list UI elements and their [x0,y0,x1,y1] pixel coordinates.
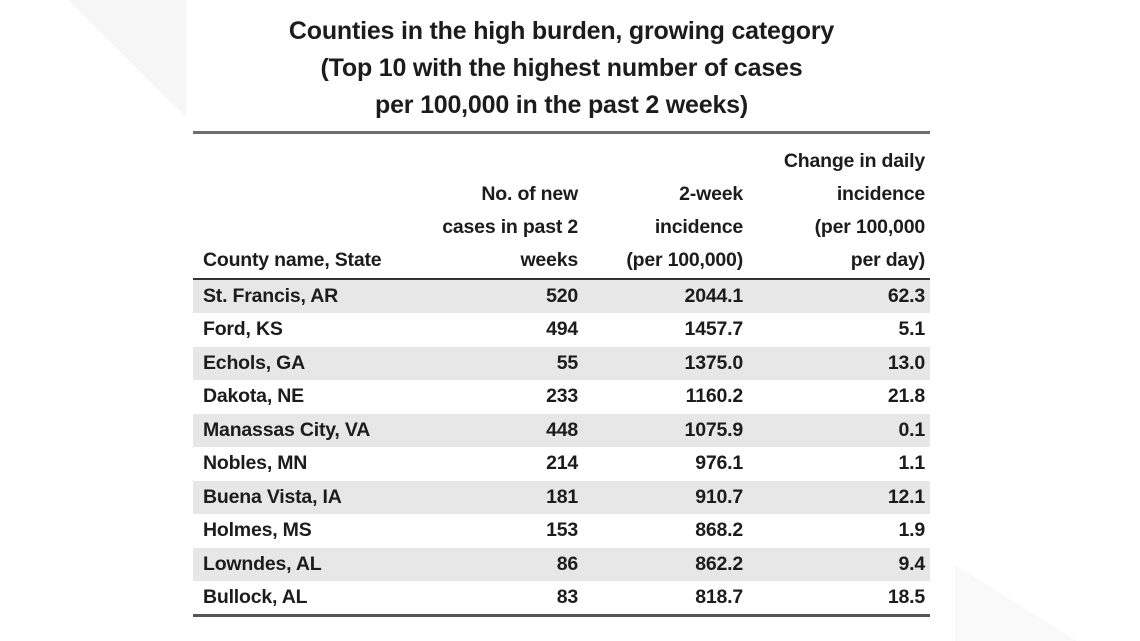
cell-change: 18.5 [887,586,925,608]
cell-incidence: 1160.2 [685,385,744,408]
cell-incidence: 818.7 [695,586,743,608]
cell-change: 1.1 [898,452,925,475]
cell-change: 5.1 [898,318,925,341]
cell-county: Manassas City, VA [203,418,371,441]
cell-change: 21.8 [887,385,925,408]
cell-county: St. Francis, AR [203,285,338,307]
table-row: Buena Vista, IA 181 910.7 12.1 [193,480,930,514]
header-change-in-incidence: Change in daily incidence (per 100,000 p… [748,134,930,280]
cell-county: Dakota, NE [203,385,304,408]
backdrop-diagonal-bottom-right [955,565,1077,641]
counties-table: County name, State No. of new cases in p… [193,134,930,617]
header-new-cases: No. of new cases in past 2 weeks [408,134,583,280]
table-row: St. Francis, AR 520 2044.1 62.3 [193,279,930,313]
cell-change: 62.3 [887,285,925,307]
header-two-week-incidence: 2-week incidence (per 100,000) [583,134,748,280]
table-body: St. Francis, AR 520 2044.1 62.3 Ford, KS 494 1… [193,279,930,616]
chart-title: Counties in the high burden, growing cat… [288,17,835,119]
table-row: Ford, KS 494 1457.7 5.1 [193,313,930,347]
cell-cases: 214 [546,452,578,475]
cell-county: Lowndes, AL [203,552,322,575]
cell-cases: 520 [546,285,578,307]
cell-county: Buena Vista, IA [203,485,342,508]
cell-cases: 153 [546,519,578,542]
cell-change: 9.4 [898,552,925,575]
cell-cases: 448 [546,418,578,441]
cell-incidence: 976.1 [695,452,743,475]
cell-change: 13.0 [887,351,925,374]
table-row: Holmes, MS 153 868.2 1.9 [193,514,930,548]
table-row: Manassas City, VA 448 1075.9 0.1 [193,413,930,447]
cell-change: 12.1 [887,485,925,508]
cell-cases: 83 [556,586,578,608]
cell-cases: 181 [546,485,578,508]
backdrop-diagonal-top-left [68,0,186,117]
table-row: Dakota, NE 233 1160.2 21.8 [193,380,930,414]
cell-county: Bullock, AL [203,586,308,608]
cell-incidence: 1375.0 [684,351,744,374]
cell-change: 0.1 [898,418,925,441]
cell-incidence: 862.2 [695,552,743,575]
cell-cases: 233 [546,385,578,408]
cell-incidence: 1457.7 [684,318,744,341]
cell-incidence: 868.2 [695,519,743,542]
cell-cases: 55 [556,351,578,374]
cell-county: Ford, KS [203,318,283,341]
cell-incidence: 910.7 [695,485,743,508]
header-county-name-state: County name, State [193,134,408,280]
header-row: County name, State No. of new cases in p… [193,134,930,280]
cell-cases: 494 [546,318,578,341]
table-row: Bullock, AL 83 818.7 18.5 [193,581,930,616]
table-header: County name, State No. of new cases in p… [193,134,930,280]
table-row: Nobles, MN 214 976.1 1.1 [193,447,930,481]
cell-county: Echols, GA [203,351,306,374]
cell-county: Holmes, MS [203,519,312,542]
table-card: Counties in the high burden, growing cat… [193,13,930,617]
cell-incidence: 1075.9 [684,418,744,441]
table-row: Lowndes, AL 86 862.2 9.4 [193,547,930,581]
cell-cases: 86 [556,552,578,575]
table-row: Echols, GA 55 1375.0 13.0 [193,346,930,380]
top-rule [193,131,930,134]
cell-change: 1.9 [898,519,925,542]
cell-county: Nobles, MN [203,452,308,475]
cell-incidence: 2044.1 [684,285,744,307]
